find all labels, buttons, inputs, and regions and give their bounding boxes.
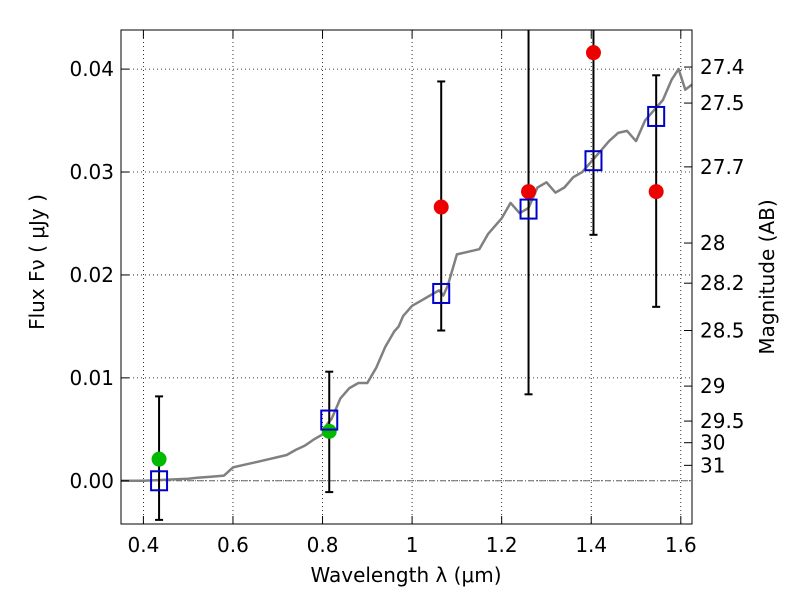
right-tick-label: 28.2 <box>700 271 745 295</box>
model-flux-box <box>150 470 169 492</box>
right-tick-label: 27.4 <box>700 55 745 79</box>
right-tick-label: 27.5 <box>700 91 745 115</box>
x-tick-label: 1 <box>406 533 419 557</box>
ticks: 0.4 0.6 0.8 1 1.2 1.4 1.6 0.00 0.01 0.02 0.03 0.04 2… <box>69 30 745 557</box>
detected_point-marker <box>151 451 167 467</box>
y-axis-label: Flux Fν ( μJy ) <box>25 194 49 330</box>
right-tick-label: 31 <box>700 453 725 477</box>
model-spectrum-line <box>121 67 692 483</box>
right-tick-label: 28 <box>700 231 725 255</box>
upper_point-marker <box>521 184 537 200</box>
plot-frame <box>120 29 693 525</box>
x-tick-label: 1.6 <box>665 533 697 557</box>
y-tick-label: 0.02 <box>69 263 114 287</box>
right-tick-label: 30 <box>700 431 725 455</box>
y-tick-label: 0.01 <box>69 366 114 390</box>
upper_point-marker <box>433 199 449 215</box>
right-tick-label: 29.5 <box>700 409 745 433</box>
upper_point-marker <box>585 45 601 61</box>
x-tick-label: 0.4 <box>127 533 159 557</box>
model-flux-box <box>432 282 451 304</box>
right-axis-label: Magnitude (AB) <box>755 199 779 354</box>
y-tick-label: 0.03 <box>69 160 114 184</box>
right-tick-label: 28.5 <box>700 319 745 343</box>
x-tick-label: 1.2 <box>486 533 518 557</box>
x-axis-label: Wavelength λ (μm) <box>310 563 501 587</box>
edge-marks <box>150 45 666 492</box>
detected_point-marker <box>321 423 337 439</box>
model-flux-box <box>519 198 538 220</box>
y-tick-label: 0.00 <box>69 469 114 493</box>
model-flux-box <box>584 150 603 172</box>
model-flux-box <box>320 409 339 431</box>
y-tick-label: 0.04 <box>69 57 114 81</box>
right-tick-label: 29 <box>700 374 725 398</box>
right-tick-label: 27.7 <box>700 155 745 179</box>
x-tick-label: 1.4 <box>575 533 607 557</box>
plot-area <box>121 30 692 524</box>
model-flux-box <box>647 105 666 127</box>
x-tick-label: 0.6 <box>217 533 249 557</box>
upper_point-marker <box>648 184 664 200</box>
x-tick-label: 0.8 <box>307 533 339 557</box>
